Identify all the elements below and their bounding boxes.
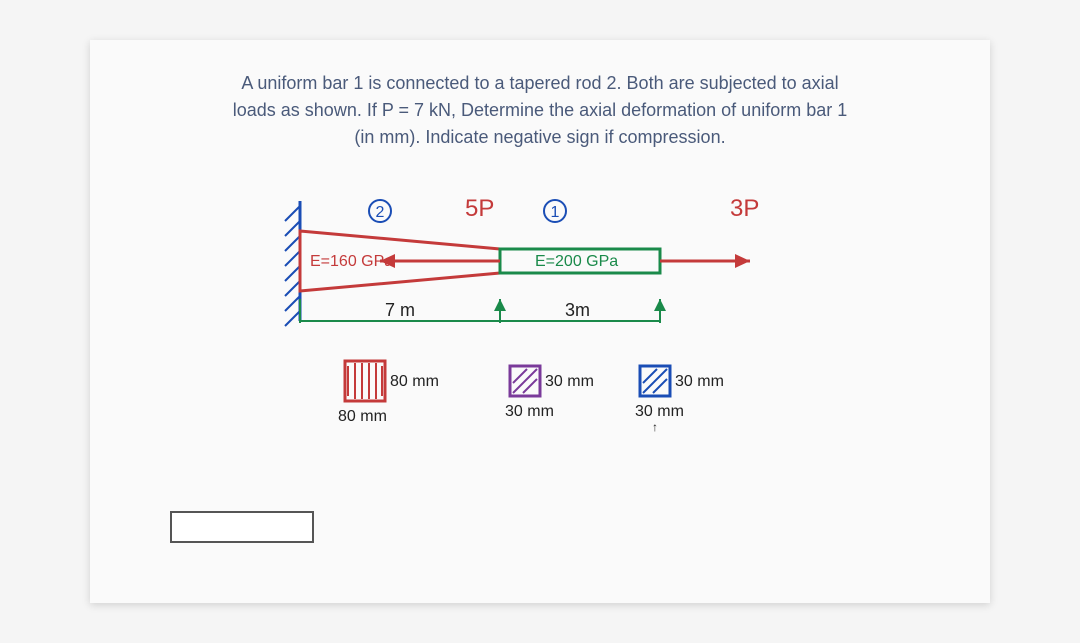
diagram-area: 2 1 5P 3P E=160 GPa E=200 GPa — [240, 191, 840, 471]
node-2-label: 2 — [376, 204, 385, 221]
answer-input-box[interactable] — [170, 511, 314, 543]
cross-section-3 — [640, 366, 670, 396]
load-5p-arrow — [380, 254, 500, 268]
sq3-arrow: ↑ — [652, 420, 658, 434]
node-1-label: 1 — [551, 204, 560, 221]
fixed-wall — [285, 201, 300, 326]
sq1-side-label: 80 mm — [390, 373, 439, 390]
load-5p-label: 5P — [465, 195, 494, 222]
len-7m-label: 7 m — [385, 300, 415, 320]
problem-line-1: A uniform bar 1 is connected to a tapere… — [130, 70, 950, 97]
sq1-bottom-label: 80 mm — [338, 408, 387, 425]
sq2-side-label: 30 mm — [545, 373, 594, 390]
cross-section-2 — [510, 366, 540, 396]
sq3-side-label: 30 mm — [675, 373, 724, 390]
sq3-bottom-label: 30 mm — [635, 403, 684, 420]
load-3p-label: 3P — [730, 195, 759, 222]
sq2-bottom-label: 30 mm — [505, 403, 554, 420]
problem-line-2: loads as shown. If P = 7 kN, Determine t… — [130, 97, 950, 124]
e-right-label: E=200 GPa — [535, 253, 618, 270]
problem-statement: A uniform bar 1 is connected to a tapere… — [130, 70, 950, 151]
cross-section-1 — [345, 361, 385, 401]
problem-line-3: (in mm). Indicate negative sign if compr… — [130, 124, 950, 151]
e-left-label: E=160 GPa — [310, 253, 393, 270]
len-3m-label: 3m — [565, 300, 590, 320]
load-3p-arrow — [660, 254, 750, 268]
diagram-svg: 2 1 5P 3P E=160 GPa E=200 GPa — [240, 191, 840, 471]
problem-sheet: A uniform bar 1 is connected to a tapere… — [90, 40, 990, 603]
